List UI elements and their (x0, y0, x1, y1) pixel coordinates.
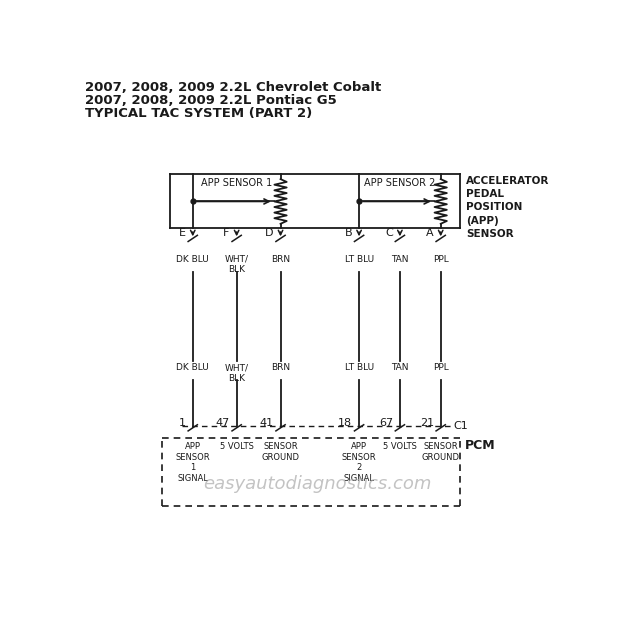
Text: WHT/
BLK: WHT/ BLK (225, 363, 248, 383)
Text: DK BLU: DK BLU (176, 363, 209, 372)
Text: SENSOR
GROUND: SENSOR GROUND (261, 443, 300, 462)
Text: C: C (385, 228, 393, 239)
Text: B: B (344, 228, 352, 239)
Text: TAN: TAN (391, 255, 408, 264)
Text: APP SENSOR 1: APP SENSOR 1 (201, 177, 273, 188)
Text: C1: C1 (453, 422, 468, 432)
Text: 67: 67 (379, 418, 393, 428)
Text: 1: 1 (179, 418, 186, 428)
Text: A: A (426, 228, 434, 239)
Text: 18: 18 (338, 418, 352, 428)
Text: APP
SENSOR
1
SIGNAL: APP SENSOR 1 SIGNAL (176, 443, 210, 482)
Text: 5 VOLTS: 5 VOLTS (383, 443, 417, 451)
Text: 5 VOLTS: 5 VOLTS (220, 443, 253, 451)
Text: BRN: BRN (271, 363, 290, 372)
Text: DK BLU: DK BLU (176, 255, 209, 264)
Text: ACCELERATOR
PEDAL
POSITION
(APP)
SENSOR: ACCELERATOR PEDAL POSITION (APP) SENSOR (466, 176, 549, 239)
Text: easyautodiagnostics.com: easyautodiagnostics.com (203, 475, 432, 493)
Text: LT BLU: LT BLU (344, 255, 374, 264)
Text: BRN: BRN (271, 255, 290, 264)
Text: F: F (223, 228, 230, 239)
Text: SENSOR
GROUND: SENSOR GROUND (421, 443, 460, 462)
Text: PPL: PPL (433, 255, 449, 264)
Text: E: E (179, 228, 186, 239)
Text: WHT/
BLK: WHT/ BLK (225, 255, 248, 274)
Text: APP
SENSOR
2
SIGNAL: APP SENSOR 2 SIGNAL (342, 443, 376, 482)
Text: APP SENSOR 2: APP SENSOR 2 (364, 177, 436, 188)
Text: PPL: PPL (433, 363, 449, 372)
Text: LT BLU: LT BLU (344, 363, 374, 372)
Text: 47: 47 (216, 418, 230, 428)
Text: 2007, 2008, 2009 2.2L Pontiac G5: 2007, 2008, 2009 2.2L Pontiac G5 (85, 94, 337, 107)
Text: 2007, 2008, 2009 2.2L Chevrolet Cobalt: 2007, 2008, 2009 2.2L Chevrolet Cobalt (85, 81, 381, 94)
Text: 21: 21 (420, 418, 434, 428)
Text: D: D (265, 228, 274, 239)
Text: TAN: TAN (391, 363, 408, 372)
Text: 41: 41 (260, 418, 274, 428)
Text: TYPICAL TAC SYSTEM (PART 2): TYPICAL TAC SYSTEM (PART 2) (85, 107, 312, 120)
Text: PCM: PCM (465, 440, 495, 453)
